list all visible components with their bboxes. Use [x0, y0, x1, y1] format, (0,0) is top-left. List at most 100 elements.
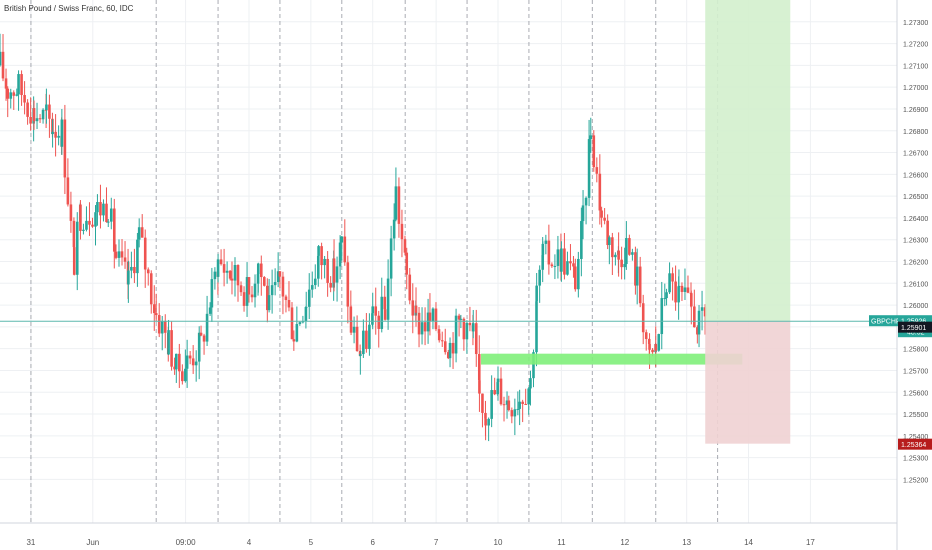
candle-body	[614, 254, 617, 258]
candle-body	[443, 341, 447, 353]
candle-body	[1, 51, 5, 79]
candle-body	[428, 312, 432, 321]
candle-body	[595, 167, 599, 174]
candle-body	[205, 313, 209, 342]
candle-body	[686, 287, 690, 293]
candle-body	[556, 249, 560, 266]
candle-body	[553, 265, 557, 267]
candle-body	[527, 388, 530, 405]
candle-body	[535, 285, 538, 302]
candle-body	[516, 408, 520, 410]
candle-body	[680, 285, 684, 292]
candle-body	[563, 248, 566, 275]
candle-body	[405, 252, 409, 275]
candle-body	[338, 242, 342, 267]
candle-body	[340, 236, 344, 243]
candle-body	[57, 135, 60, 138]
candle-body	[38, 118, 42, 120]
x-tick-label: 14	[744, 538, 753, 547]
candle-body	[230, 278, 234, 281]
candle-body	[507, 400, 511, 411]
x-tick-label: 31	[26, 538, 35, 547]
candle-body	[17, 74, 20, 95]
candle-body	[112, 208, 116, 252]
candle-body	[247, 277, 251, 295]
x-tick-label: 13	[682, 538, 691, 547]
candle-body	[175, 353, 178, 370]
candle-body	[152, 304, 156, 314]
candle-body	[569, 261, 572, 264]
y-tick-label: 1.26800	[903, 129, 928, 136]
candle-body	[23, 95, 26, 103]
candle-body	[611, 237, 614, 258]
candle-body	[465, 323, 469, 340]
candle-body	[91, 224, 94, 227]
candle-body	[394, 186, 398, 220]
candle-body	[75, 221, 79, 275]
candle-body	[362, 330, 365, 355]
y-tick-label: 1.26300	[903, 238, 928, 245]
candle-body	[0, 51, 2, 66]
candle-body	[307, 289, 311, 307]
candle-body	[219, 259, 223, 265]
candle-body	[502, 404, 506, 406]
candle-body	[188, 355, 192, 359]
candle-body	[317, 246, 320, 256]
candle-body	[487, 418, 490, 426]
candle-body	[386, 278, 390, 320]
candle-body	[284, 296, 288, 301]
y-tick-label: 1.27300	[903, 20, 928, 27]
candle-body	[12, 92, 16, 96]
candle-body	[88, 220, 91, 225]
candle-body	[547, 240, 551, 265]
candle-body	[524, 403, 527, 405]
candle-body	[85, 220, 88, 230]
candle-body	[510, 410, 514, 417]
y-tick-label: 1.26700	[903, 151, 928, 158]
candle-body	[323, 258, 326, 266]
candle-body	[623, 264, 626, 268]
candle-body	[45, 104, 48, 111]
candle-body	[703, 307, 707, 317]
candle-body	[216, 259, 220, 277]
candle-body	[94, 212, 97, 227]
candle-body	[273, 282, 277, 286]
candle-body	[451, 342, 455, 354]
y-tick-label: 1.25600	[903, 390, 928, 397]
y-tick-label: 1.25300	[903, 456, 928, 463]
candle-body	[446, 352, 450, 359]
candle-body	[143, 237, 147, 270]
y-tick-label: 1.27100	[903, 63, 928, 70]
candle-body	[96, 202, 99, 213]
candle-body	[454, 315, 458, 354]
candle-body	[437, 333, 441, 341]
candle-body	[459, 318, 463, 320]
candle-body	[634, 252, 637, 286]
candle-body	[178, 353, 181, 372]
y-tick-label: 1.25800	[903, 347, 928, 354]
candle-body	[210, 279, 214, 308]
candle-body	[267, 295, 271, 311]
candle-body	[644, 332, 648, 340]
candle-body	[332, 258, 336, 283]
candle-body	[20, 74, 23, 96]
x-tick-label: 4	[247, 538, 252, 547]
candle-body	[437, 329, 441, 334]
candle-body	[521, 401, 524, 404]
candle-body	[352, 326, 356, 333]
y-tick-label: 1.26600	[903, 172, 928, 179]
candle-body	[313, 278, 317, 286]
candle-body	[584, 197, 588, 206]
candle-body	[263, 277, 266, 286]
y-tick-label: 1.25500	[903, 412, 928, 419]
candle-body	[631, 252, 634, 255]
candle-body	[598, 173, 602, 211]
candle-body	[4, 78, 8, 89]
y-tick-label: 1.26900	[903, 107, 928, 114]
candle-body	[181, 371, 184, 382]
candle-body	[6, 88, 10, 99]
candle-body	[608, 237, 611, 246]
candle-body	[343, 236, 347, 263]
